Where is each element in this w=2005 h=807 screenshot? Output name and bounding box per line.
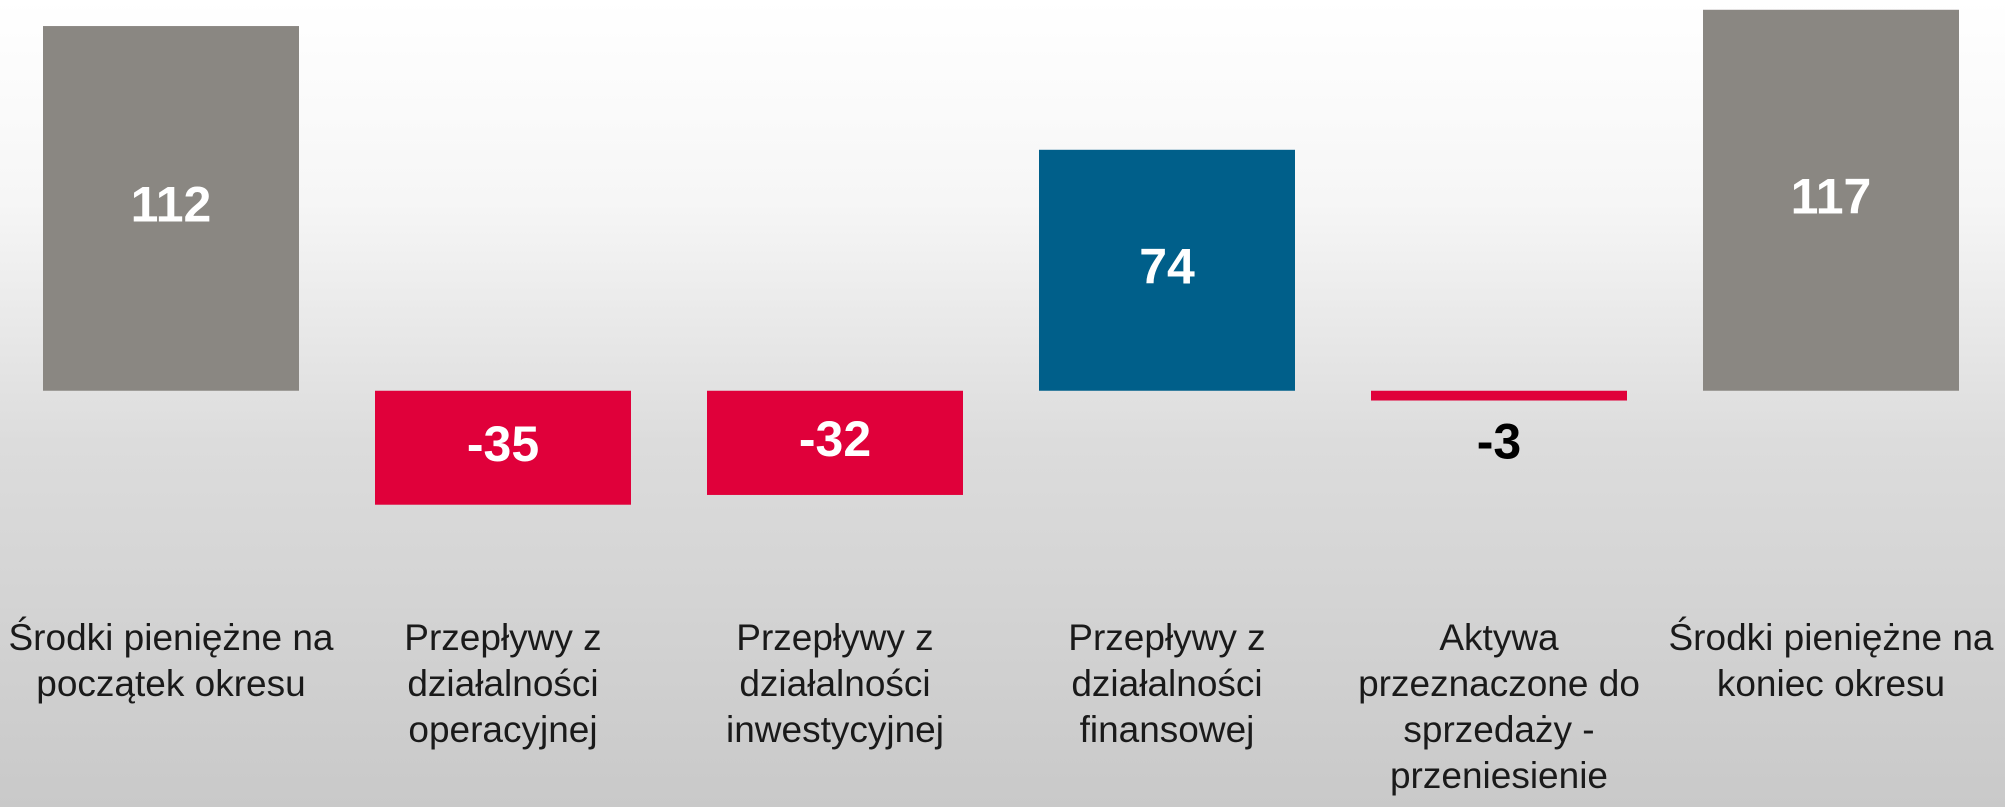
category-label: Środki pieniężne na początek okresu [8,617,334,704]
value-label: -32 [799,411,871,467]
value-label: -3 [1477,414,1521,470]
category-label: Aktywa przeznaczone do sprzedaży - przen… [1358,617,1640,796]
category-label: Przepływy z działalności finansowej [1068,617,1266,750]
category-label: Przepływy z działalności inwestycyjnej [726,617,944,750]
bar [1039,149,1295,391]
value-label: 117 [1791,168,1872,224]
bar [1371,390,1627,401]
bar [43,26,299,391]
bar [375,390,631,505]
category-label: Środki pieniężne na koniec okresu [1668,617,1994,704]
value-label: -35 [467,416,539,472]
category-label: Przepływy z działalności operacyjnej [404,617,602,750]
value-label: 74 [1139,238,1195,294]
bar [707,390,963,495]
value-label: 112 [131,177,212,233]
bar [1703,9,1959,391]
